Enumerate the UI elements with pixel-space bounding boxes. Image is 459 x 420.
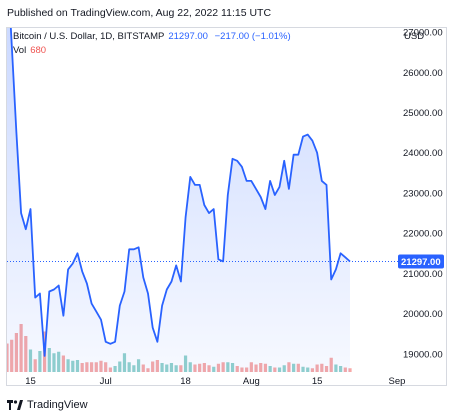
tradingview-logo[interactable]: TradingView bbox=[7, 399, 88, 411]
chart-legend: Bitcoin / U.S. Dollar, 1D, BITSTAMP 21297… bbox=[13, 31, 291, 42]
tradingview-logo-icon bbox=[7, 400, 23, 410]
y-tick-label: 26000.00 bbox=[403, 68, 443, 79]
chart-frame bbox=[6, 27, 447, 386]
x-tick-label: Sep bbox=[389, 376, 406, 387]
y-tick-label: 25000.00 bbox=[403, 108, 443, 119]
y-tick-label: 20000.00 bbox=[403, 309, 443, 320]
price-line bbox=[9, 28, 351, 357]
x-axis: 15 Jul 18 Aug 15 Sep bbox=[25, 376, 405, 387]
volume-legend: Vol 680 bbox=[13, 45, 46, 56]
x-tick-label: 18 bbox=[180, 376, 191, 387]
y-tick-label: 22000.00 bbox=[403, 229, 443, 240]
last-price-badge: 21297.00 bbox=[398, 254, 444, 269]
y-tick-label: 27000.00 bbox=[403, 28, 443, 39]
volume-label: Vol bbox=[13, 45, 27, 56]
y-tick-label: 21000.00 bbox=[403, 269, 443, 280]
price-change: −217.00 (−1.01%) bbox=[214, 31, 291, 42]
price-area bbox=[7, 28, 350, 372]
currency-label: USD bbox=[404, 31, 425, 42]
y-tick-label: 23000.00 bbox=[403, 188, 443, 199]
x-tick-label: 15 bbox=[25, 376, 36, 387]
svg-text:21297.00: 21297.00 bbox=[401, 257, 441, 268]
tradingview-brand: TradingView bbox=[27, 399, 88, 411]
y-axis: 19000.00 20000.00 21000.00 22000.00 23000.00… bbox=[403, 28, 443, 361]
x-tick-label: 15 bbox=[312, 376, 323, 387]
price-series bbox=[7, 28, 351, 372]
last-price-value: 21297.00 bbox=[168, 31, 208, 42]
published-text: Published on TradingView.com, Aug 22, 20… bbox=[7, 7, 272, 19]
volume-bar bbox=[348, 368, 352, 372]
symbol-title: Bitcoin / U.S. Dollar, 1D, BITSTAMP bbox=[13, 31, 165, 42]
y-tick-label: 19000.00 bbox=[403, 349, 443, 360]
x-tick-label: Jul bbox=[100, 376, 112, 387]
y-tick-label: 24000.00 bbox=[403, 148, 443, 159]
volume-value: 680 bbox=[30, 45, 47, 56]
x-tick-label: Aug bbox=[243, 376, 260, 387]
